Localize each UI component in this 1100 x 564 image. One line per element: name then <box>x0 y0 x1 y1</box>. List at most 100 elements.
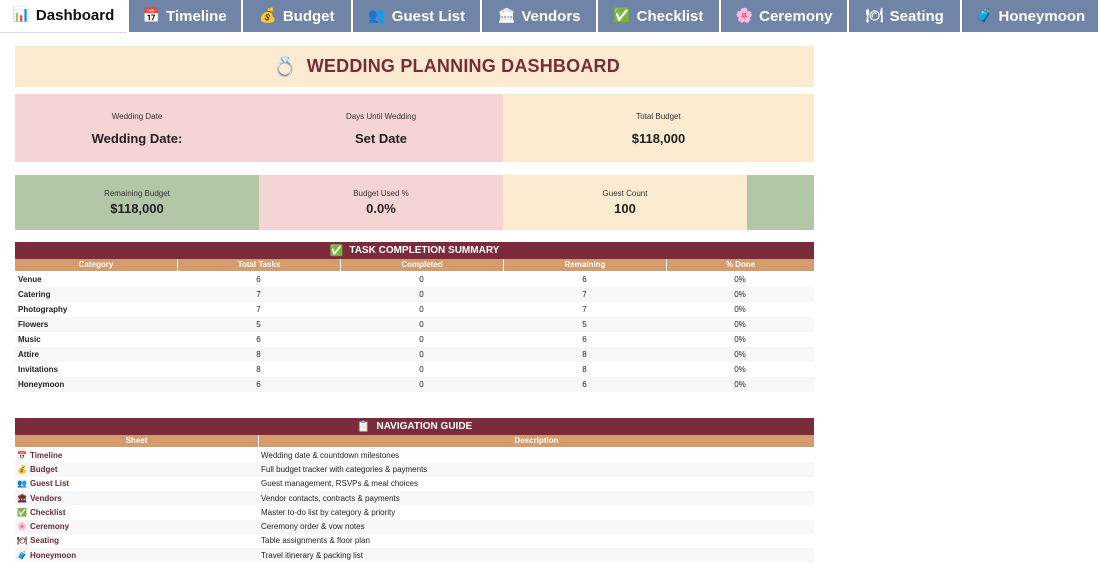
remaining-cell[interactable]: 7 <box>582 290 587 299</box>
category-cell[interactable]: Attire <box>18 350 39 359</box>
percent-cell[interactable]: 0% <box>734 290 746 299</box>
category-cell[interactable]: Photography <box>18 305 68 314</box>
sheet-link[interactable]: Vendors <box>30 493 62 503</box>
tab-timeline[interactable]: 📅 Timeline <box>128 0 241 32</box>
kpi-total-budget[interactable]: Total Budget $118,000 <box>503 94 814 162</box>
sheet-link[interactable]: Budget <box>29 464 58 474</box>
tab-vendors[interactable]: 🏛 Vendors <box>482 0 596 32</box>
percent-cell[interactable]: 0% <box>734 365 746 374</box>
check-icon: ✅ <box>17 507 27 517</box>
total-cell[interactable]: 7 <box>256 305 261 314</box>
percent-cell[interactable]: 0% <box>734 305 746 314</box>
category-cell[interactable]: Catering <box>18 290 51 299</box>
kpi-remaining-budget[interactable]: Remaining Budget $118,000 <box>15 175 259 230</box>
kpi-filler-cell[interactable] <box>747 175 814 230</box>
plate-icon: 🍽 <box>17 536 28 546</box>
description-cell[interactable]: Table assignments & floor plan <box>261 536 370 546</box>
total-cell[interactable]: 8 <box>256 365 261 374</box>
sheet-link[interactable]: Honeymoon <box>29 550 77 560</box>
description-cell[interactable]: Ceremony order & vow notes <box>261 522 365 532</box>
completed-cell[interactable]: 0 <box>419 290 424 299</box>
percent-cell[interactable]: 0% <box>734 350 746 359</box>
table-row[interactable]: Music 6 0 6 0% <box>15 332 814 347</box>
table-row[interactable]: Attire 8 0 8 0% <box>15 347 814 362</box>
total-cell[interactable]: 7 <box>256 290 261 299</box>
nav-row-checklist[interactable]: ✅ Checklist Master to-do list by category… <box>15 505 814 519</box>
tab-dashboard[interactable]: 📊 Dashboard <box>0 0 127 32</box>
category-cell[interactable]: Venue <box>18 275 42 284</box>
nav-row-guest-list[interactable]: 👥 Guest List Guest management, RSVPs & me… <box>15 477 814 491</box>
remaining-cell[interactable]: 8 <box>582 365 587 374</box>
column-header[interactable]: Remaining <box>504 259 667 271</box>
column-header[interactable]: Total Tasks <box>178 259 341 271</box>
category-cell[interactable]: Honeymoon <box>18 380 65 389</box>
table-row[interactable]: Venue 6 0 6 0% <box>15 272 814 287</box>
description-cell[interactable]: Vendor contacts, contracts & payments <box>261 493 400 503</box>
kpi-budget-used[interactable]: Budget Used % 0.0% <box>259 175 503 230</box>
completed-cell[interactable]: 0 <box>419 275 424 284</box>
category-cell[interactable]: Music <box>18 335 41 344</box>
table-row[interactable]: Honeymoon 6 0 6 0% <box>15 377 814 392</box>
total-cell[interactable]: 8 <box>256 350 261 359</box>
table-row[interactable]: Catering 7 0 7 0% <box>15 287 814 302</box>
sheet-link[interactable]: Guest List <box>29 479 70 489</box>
total-cell[interactable]: 6 <box>256 380 261 389</box>
percent-cell[interactable]: 0% <box>734 335 746 344</box>
description-cell[interactable]: Travel itinerary & packing list <box>261 550 363 560</box>
remaining-cell[interactable]: 6 <box>582 380 587 389</box>
column-header[interactable]: Description <box>514 436 559 445</box>
description-cell[interactable]: Full budget tracker with categories & pa… <box>261 464 428 474</box>
sheet-link[interactable]: Timeline <box>29 450 63 460</box>
nav-row-ceremony[interactable]: 🌸 Ceremony Ceremony order & vow notes <box>15 519 814 534</box>
remaining-cell[interactable]: 6 <box>582 335 587 344</box>
total-cell[interactable]: 6 <box>256 275 261 284</box>
completed-cell[interactable]: 0 <box>419 365 424 374</box>
completed-cell[interactable]: 0 <box>419 320 424 329</box>
percent-cell[interactable]: 0% <box>734 275 746 284</box>
remaining-cell[interactable]: 6 <box>582 275 587 284</box>
kpi-days-until[interactable]: Days Until Wedding Set Date <box>259 94 503 162</box>
nav-row-seating[interactable]: 🍽 Seating Table assignments & floor plan <box>15 534 814 548</box>
tab-budget[interactable]: 💰 Budget <box>242 0 352 32</box>
total-cell[interactable]: 5 <box>256 320 261 329</box>
tab-honeymoon[interactable]: 🧳 Honeymoon <box>962 0 1099 32</box>
check-icon: ✅ <box>329 244 344 257</box>
percent-cell[interactable]: 0% <box>734 320 746 329</box>
nav-row-honeymoon[interactable]: 🧳 Honeymoon Travel itinerary & packing li… <box>15 548 814 563</box>
completed-cell[interactable]: 0 <box>419 380 424 389</box>
kpi-wedding-date[interactable]: Wedding Date Wedding Date: <box>15 94 259 162</box>
nav-row-timeline[interactable]: 📅 Timeline Wedding date & countdown miles… <box>15 448 814 462</box>
table-row[interactable]: Flowers 5 0 5 0% <box>15 317 814 332</box>
kpi-guest-count[interactable]: Guest Count 100 <box>503 175 747 230</box>
tab-seating[interactable]: 🍽 Seating <box>849 0 961 32</box>
sheet-link[interactable]: Checklist <box>29 507 66 517</box>
percent-cell[interactable]: 0% <box>734 380 746 389</box>
completed-cell[interactable]: 0 <box>419 305 424 314</box>
description-cell[interactable]: Master to-do list by category & priority <box>261 507 396 517</box>
tab-guest-list[interactable]: 👥 Guest List <box>353 0 481 32</box>
remaining-cell[interactable]: 7 <box>582 305 587 314</box>
tab-ceremony[interactable]: 🌸 Ceremony <box>720 0 848 32</box>
description-cell[interactable]: Guest management, RSVPs & meal choices <box>261 479 418 489</box>
table-row[interactable]: Invitations 8 0 8 0% <box>15 362 814 377</box>
nav-row-vendors[interactable]: 🏛 Vendors Vendor contacts, contracts & pa… <box>15 490 814 506</box>
column-header[interactable]: % Done <box>725 260 756 269</box>
column-header[interactable]: Completed <box>341 259 504 271</box>
sheet-link[interactable]: Seating <box>30 536 60 546</box>
category-cell[interactable]: Invitations <box>18 365 59 374</box>
completed-cell[interactable]: 0 <box>419 335 424 344</box>
total-cell[interactable]: 6 <box>256 335 261 344</box>
table-row[interactable]: Photography 7 0 7 0% <box>15 302 814 317</box>
description-cell[interactable]: Wedding date & countdown milestones <box>261 450 400 460</box>
tab-checklist[interactable]: ✅ Checklist <box>597 0 719 32</box>
completed-cell[interactable]: 0 <box>419 350 424 359</box>
remaining-cell[interactable]: 8 <box>582 350 587 359</box>
flower-icon: 🌸 <box>17 522 27 532</box>
sheet-link[interactable]: Ceremony <box>29 522 70 532</box>
column-header[interactable]: Sheet <box>15 435 259 447</box>
category-cell[interactable]: Flowers <box>18 320 49 329</box>
column-header[interactable]: Category <box>15 259 178 271</box>
remaining-cell[interactable]: 5 <box>582 320 587 329</box>
kpi-value: 0.0% <box>366 201 396 216</box>
nav-row-budget[interactable]: 💰 Budget Full budget tracker with categor… <box>15 462 814 477</box>
